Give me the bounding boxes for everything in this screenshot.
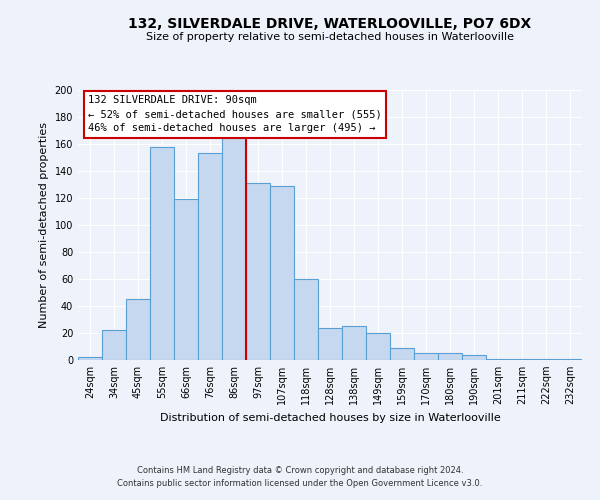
- Bar: [390, 348, 414, 360]
- Bar: [318, 328, 342, 360]
- Bar: [270, 186, 294, 360]
- Bar: [486, 358, 510, 360]
- Text: 132 SILVERDALE DRIVE: 90sqm
← 52% of semi-detached houses are smaller (555)
46% : 132 SILVERDALE DRIVE: 90sqm ← 52% of sem…: [88, 96, 382, 134]
- Bar: [510, 358, 534, 360]
- Bar: [342, 326, 366, 360]
- Bar: [150, 146, 174, 360]
- Bar: [414, 353, 438, 360]
- Bar: [246, 183, 270, 360]
- Bar: [174, 200, 198, 360]
- Text: Contains HM Land Registry data © Crown copyright and database right 2024.
Contai: Contains HM Land Registry data © Crown c…: [118, 466, 482, 487]
- Bar: [366, 333, 390, 360]
- Y-axis label: Number of semi-detached properties: Number of semi-detached properties: [39, 122, 49, 328]
- Bar: [222, 137, 246, 360]
- Bar: [438, 353, 462, 360]
- Bar: [198, 154, 222, 360]
- Bar: [558, 358, 582, 360]
- Bar: [462, 354, 486, 360]
- Bar: [126, 299, 150, 360]
- Text: 132, SILVERDALE DRIVE, WATERLOOVILLE, PO7 6DX: 132, SILVERDALE DRIVE, WATERLOOVILLE, PO…: [128, 18, 532, 32]
- Bar: [534, 358, 558, 360]
- X-axis label: Distribution of semi-detached houses by size in Waterlooville: Distribution of semi-detached houses by …: [160, 412, 500, 422]
- Bar: [78, 358, 102, 360]
- Text: Size of property relative to semi-detached houses in Waterlooville: Size of property relative to semi-detach…: [146, 32, 514, 42]
- Bar: [102, 330, 126, 360]
- Bar: [294, 279, 318, 360]
